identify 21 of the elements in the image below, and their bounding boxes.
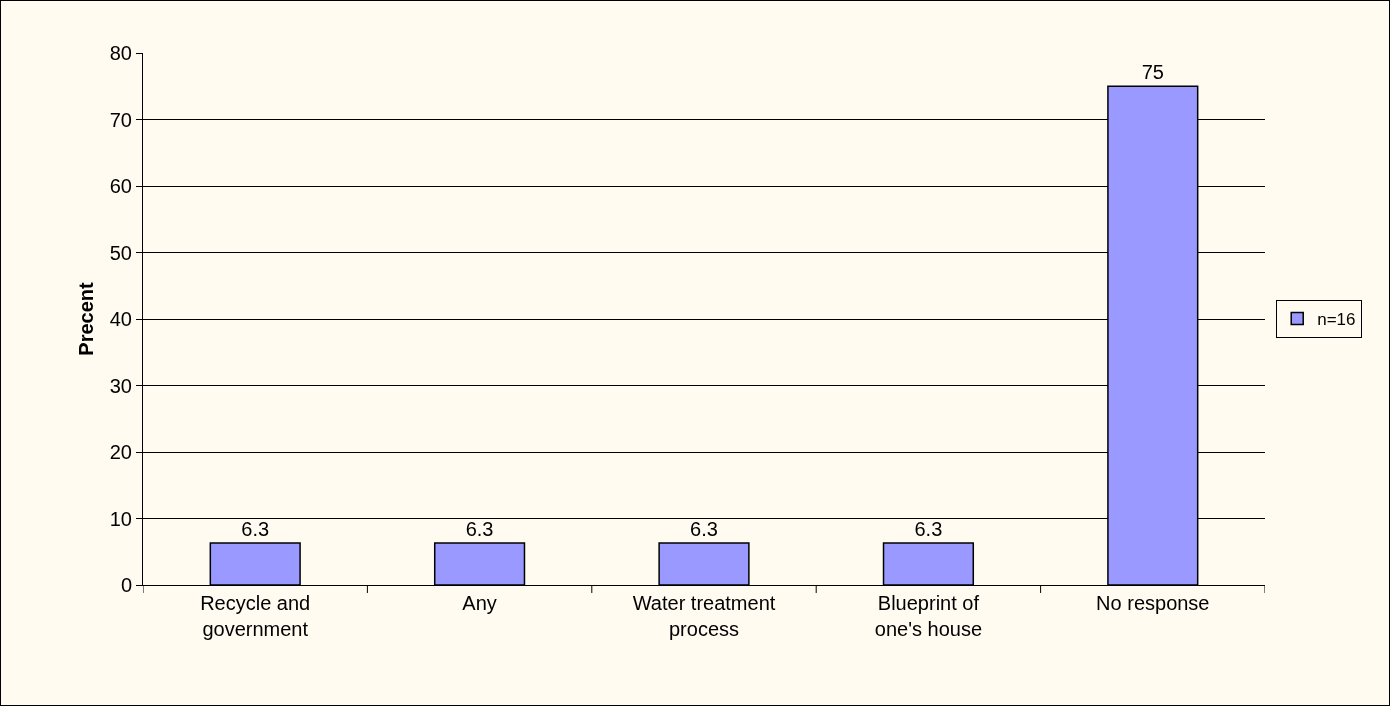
y-tick-label: 30: [109, 374, 132, 397]
x-tick-label: Water treatment process: [632, 592, 776, 640]
y-tick-label: 60: [109, 175, 132, 197]
data-label: 6.3: [690, 518, 718, 541]
y-tick-label: 70: [109, 108, 132, 131]
data-label: 6.3: [241, 518, 270, 541]
y-tick-label: 40: [109, 308, 132, 330]
x-tick-label: Recycle and government: [200, 592, 311, 640]
x-tick-label: Any: [462, 592, 497, 614]
x-tick-label: Blueprint of one's house: [874, 592, 983, 640]
x-tick-label: No response: [1096, 592, 1210, 614]
y-tick-label: 80: [109, 42, 132, 64]
y-tick-label: 20: [109, 441, 132, 463]
legend-label: n=16: [1317, 310, 1356, 330]
y-tick-label: 0: [120, 574, 132, 596]
y-tick-label: 50: [109, 241, 132, 264]
data-label: 6.3: [914, 518, 943, 541]
data-label: 75: [1141, 61, 1164, 84]
data-label: 6.3: [465, 518, 494, 541]
y-axis-title: Precent: [75, 281, 97, 356]
y-tick-label: 10: [109, 507, 132, 530]
